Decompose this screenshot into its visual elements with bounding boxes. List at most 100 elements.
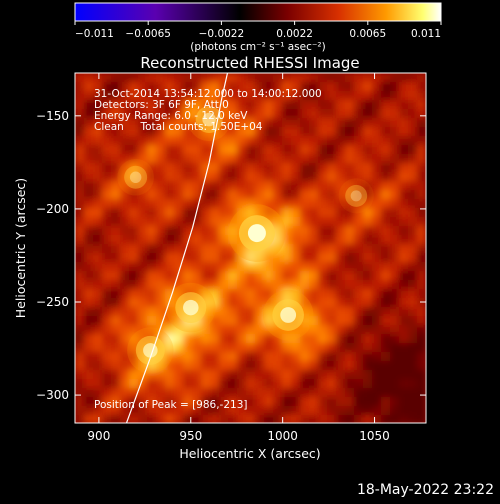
heatmap-cell: [102, 118, 111, 127]
heatmap-cell: [75, 208, 84, 217]
heatmap-cell: [390, 100, 399, 109]
heatmap-cell: [354, 406, 363, 415]
heatmap-cell: [381, 73, 390, 82]
heatmap-cell: [156, 190, 165, 199]
heatmap-cell: [84, 127, 93, 136]
heatmap-cell: [84, 289, 93, 298]
heatmap-cell: [372, 190, 381, 199]
heatmap-cell: [102, 181, 111, 190]
heatmap-cell: [390, 361, 399, 370]
heatmap-cell: [363, 244, 372, 253]
heatmap-cell: [381, 190, 390, 199]
heatmap-cell: [282, 280, 291, 289]
heatmap-cell: [192, 109, 201, 118]
heatmap-cell: [417, 82, 426, 91]
heatmap-cell: [174, 415, 183, 423]
heatmap-cell: [291, 361, 300, 370]
heatmap-cell: [210, 262, 219, 271]
heatmap-cell: [372, 136, 381, 145]
heatmap-cell: [408, 361, 417, 370]
heatmap-cell: [129, 145, 138, 154]
heatmap-cell: [192, 199, 201, 208]
heatmap-cell: [138, 91, 147, 100]
heatmap-cell: [336, 397, 345, 406]
heatmap-cell: [273, 352, 282, 361]
heatmap-cell: [192, 136, 201, 145]
heatmap-cell: [345, 316, 354, 325]
heatmap-cell: [417, 307, 426, 316]
heatmap-cell: [201, 280, 210, 289]
heatmap-cell: [381, 226, 390, 235]
heatmap-cell: [390, 73, 399, 82]
heatmap-cell: [84, 262, 93, 271]
heatmap-cell: [264, 253, 273, 262]
heatmap-cell: [291, 289, 300, 298]
heatmap-cell: [255, 415, 264, 423]
heatmap-cell: [399, 100, 408, 109]
heatmap-cell: [102, 199, 111, 208]
heatmap-cell: [417, 208, 426, 217]
heatmap-cell: [408, 145, 417, 154]
heatmap-cell: [327, 181, 336, 190]
heatmap-cell: [300, 406, 309, 415]
heatmap-cell: [246, 154, 255, 163]
heatmap-cell: [264, 82, 273, 91]
heatmap-cell: [201, 244, 210, 253]
heatmap-cell: [129, 172, 138, 181]
heatmap-cell: [183, 82, 192, 91]
heatmap-cell: [390, 181, 399, 190]
heatmap-cell: [327, 109, 336, 118]
heatmap-cell: [102, 298, 111, 307]
heatmap-cell: [273, 163, 282, 172]
heatmap-cell: [75, 343, 84, 352]
heatmap-cell: [264, 181, 273, 190]
heatmap-cell: [309, 397, 318, 406]
heatmap-cell: [327, 415, 336, 423]
heatmap-cell: [147, 280, 156, 289]
x-axis-ticks: 900 950 1000 1050: [87, 73, 390, 443]
heatmap-cell: [291, 262, 300, 271]
heatmap-cell: [174, 145, 183, 154]
heatmap-cell: [156, 226, 165, 235]
heatmap-cell: [372, 73, 381, 82]
heatmap-cell: [399, 199, 408, 208]
heatmap-cell: [183, 199, 192, 208]
heatmap-cell: [102, 262, 111, 271]
heatmap-cell: [246, 352, 255, 361]
heatmap-cell: [372, 379, 381, 388]
heatmap-cell: [417, 172, 426, 181]
heatmap-cell: [219, 298, 228, 307]
heatmap-cell: [228, 388, 237, 397]
heatmap-cell: [372, 163, 381, 172]
heatmap-cell: [138, 361, 147, 370]
heatmap-cell: [399, 415, 408, 423]
heatmap-cell: [417, 154, 426, 163]
heatmap-cell: [246, 343, 255, 352]
heatmap-cell: [372, 244, 381, 253]
heatmap-cell: [291, 181, 300, 190]
heatmap-cell: [309, 334, 318, 343]
heatmap-cell: [210, 316, 219, 325]
heatmap-cell: [336, 370, 345, 379]
heatmap-cell: [165, 226, 174, 235]
heatmap-cell: [354, 73, 363, 82]
heatmap-cell: [282, 352, 291, 361]
heatmap-cell: [273, 217, 282, 226]
heatmap-cell: [120, 82, 129, 91]
heatmap-cell: [309, 145, 318, 154]
heatmap-cell: [228, 100, 237, 109]
heatmap-cell: [345, 181, 354, 190]
heatmap-cell: [174, 370, 183, 379]
heatmap-cell: [255, 361, 264, 370]
heatmap-cell: [417, 91, 426, 100]
heatmap-cell: [129, 361, 138, 370]
heatmap-cell: [255, 181, 264, 190]
heatmap-cell: [210, 235, 219, 244]
heatmap-cell: [111, 298, 120, 307]
heatmap-cell: [237, 325, 246, 334]
heatmap-cell: [417, 100, 426, 109]
heatmap-cell: [345, 172, 354, 181]
source-core: [124, 165, 148, 189]
heatmap-cell: [417, 127, 426, 136]
heatmap-cell: [129, 181, 138, 190]
